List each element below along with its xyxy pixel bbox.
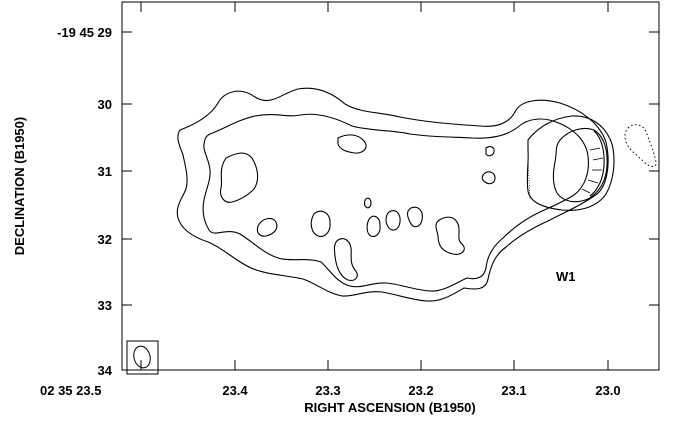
- contour-mid: [202, 113, 589, 292]
- contour-inner: [366, 215, 381, 237]
- y-tick-label: 33: [98, 298, 112, 313]
- y-tick-label: 31: [98, 164, 112, 179]
- tick-marks: [122, 2, 659, 371]
- w1-label: W1: [556, 269, 576, 284]
- y-tick-label: -19 45 29: [57, 25, 112, 40]
- contour-inner: [406, 206, 423, 228]
- x-tick-label: 23.1: [501, 383, 526, 398]
- hotspot-tick: [581, 188, 591, 194]
- contour-inner: [337, 134, 367, 154]
- hotspot-contour: [526, 115, 615, 211]
- contour-outer: [176, 87, 609, 302]
- x-tick-label: 23.3: [315, 383, 340, 398]
- x-tick-label: 23.2: [408, 383, 433, 398]
- contour-inner: [333, 238, 358, 281]
- y-tick-label: 34: [98, 363, 113, 378]
- contour-inner: [310, 210, 331, 237]
- negative-contour: [624, 124, 657, 167]
- contour-inner: [256, 217, 278, 237]
- x-tick-label: 02 35 23.5: [40, 383, 101, 398]
- hotspot-tick: [587, 179, 599, 184]
- beam-ellipse: [133, 345, 151, 369]
- contour-inner: [435, 216, 465, 255]
- plot-frame: [121, 1, 660, 371]
- y-axis-label: DECLINATION (B1950): [12, 117, 27, 255]
- x-tick-label: 23.4: [222, 383, 248, 398]
- hotspot-contour: [589, 130, 605, 197]
- contour-inner: [363, 197, 372, 209]
- y-tick-label: 32: [98, 232, 112, 247]
- contour-inner: [220, 152, 259, 203]
- hotspot-tick: [589, 147, 601, 151]
- x-tick-label: 23.0: [595, 383, 620, 398]
- jet-ridge: [527, 159, 531, 201]
- hotspot-contour: [552, 127, 608, 203]
- contour-inner: [481, 171, 496, 185]
- x-axis-label: RIGHT ASCENSION (B1950): [304, 400, 475, 415]
- contour-inner: [385, 210, 401, 231]
- hotspot-tick: [592, 157, 604, 161]
- contour-inner: [485, 146, 495, 157]
- beam-box: [126, 340, 159, 375]
- y-tick-label: 30: [98, 97, 112, 112]
